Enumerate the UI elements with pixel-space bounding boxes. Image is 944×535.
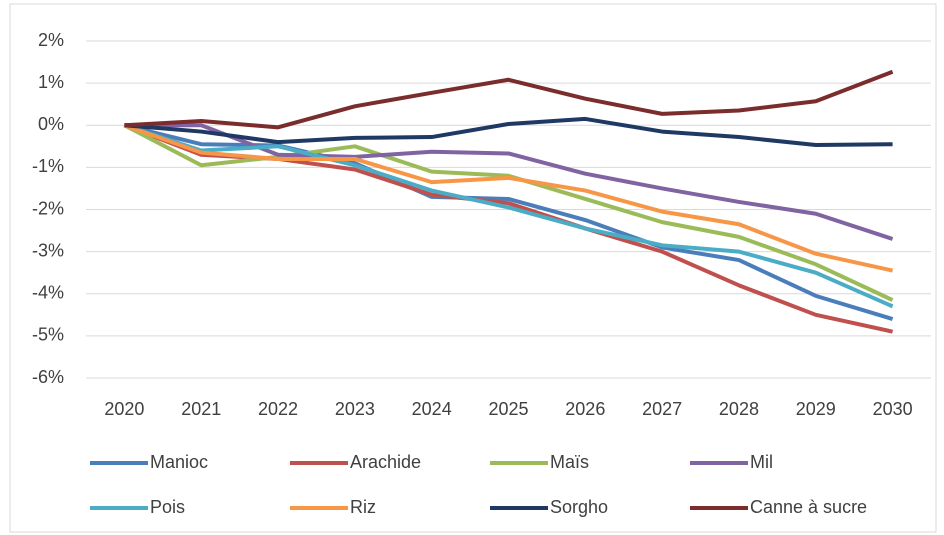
y-tick-label: -3% — [32, 240, 64, 260]
series-line — [124, 123, 894, 241]
x-tick-label: 2027 — [642, 399, 682, 419]
series-line — [123, 123, 894, 309]
chart-border — [9, 3, 937, 533]
y-tick-label: 1% — [38, 72, 64, 92]
legend-label: Manioc — [150, 452, 208, 472]
x-tick-label: 2030 — [873, 399, 913, 419]
y-tick-label: 0% — [38, 114, 64, 134]
y-tick-label: 2% — [38, 30, 64, 50]
y-tick-label: -5% — [32, 325, 64, 345]
x-tick-label: 2024 — [412, 399, 452, 419]
x-tick-label: 2022 — [258, 399, 298, 419]
legend-label: Canne à sucre — [750, 497, 867, 517]
x-tick-label: 2025 — [488, 399, 528, 419]
series-line — [123, 123, 894, 273]
y-tick-label: -1% — [32, 156, 64, 176]
x-tick-label: 2028 — [719, 399, 759, 419]
legend-label: Riz — [350, 497, 376, 517]
x-tick-label: 2029 — [796, 399, 836, 419]
y-tick-label: -4% — [32, 283, 64, 303]
legend-label: Maïs — [550, 452, 589, 472]
x-tick-label: 2021 — [181, 399, 221, 419]
x-tick-label: 2023 — [335, 399, 375, 419]
series-line — [124, 69, 894, 130]
legend-label: Arachide — [350, 452, 421, 472]
legend-label: Pois — [150, 497, 185, 517]
legend-label: Sorgho — [550, 497, 608, 517]
x-tick-label: 2026 — [565, 399, 605, 419]
legend-label: Mil — [750, 452, 773, 472]
y-tick-label: -6% — [32, 367, 64, 387]
y-tick-label: -2% — [32, 198, 64, 218]
x-tick-label: 2020 — [104, 399, 144, 419]
series-line — [124, 116, 893, 148]
series-line — [123, 123, 894, 302]
